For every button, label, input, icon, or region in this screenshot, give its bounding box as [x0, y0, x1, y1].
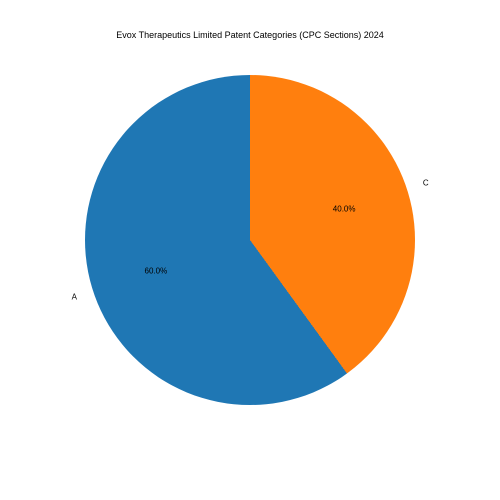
- chart-title: Evox Therapeutics Limited Patent Categor…: [0, 30, 500, 40]
- pie-graphic: [85, 75, 415, 405]
- slice-pct-A: 60.0%: [145, 266, 168, 275]
- slice-pct-C: 40.0%: [333, 205, 356, 214]
- slice-label-C: C: [423, 178, 429, 187]
- pie-wrap: 40.0%C60.0%A: [85, 75, 415, 405]
- slice-label-A: A: [72, 293, 77, 302]
- pie-chart: Evox Therapeutics Limited Patent Categor…: [0, 0, 500, 500]
